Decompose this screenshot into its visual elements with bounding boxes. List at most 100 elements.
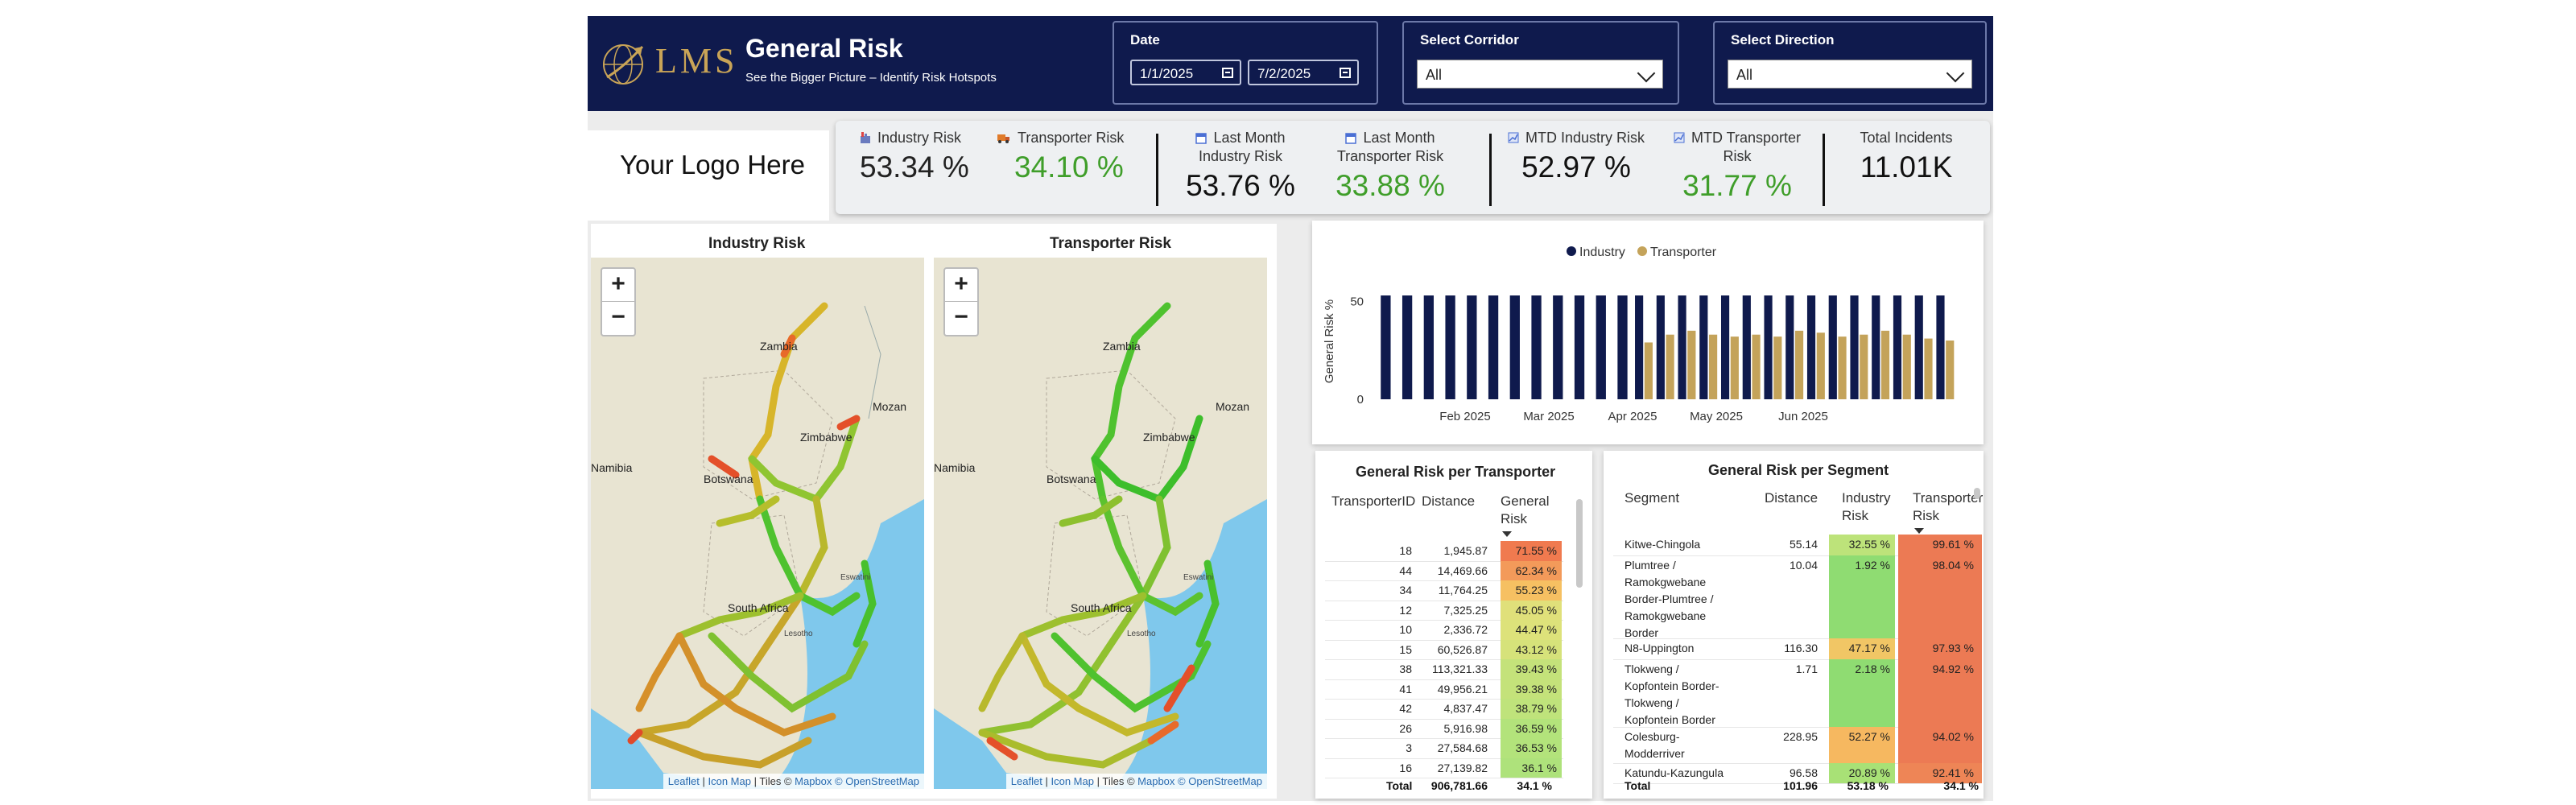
kpi-value: 33.88 % [1335,169,1445,202]
calendar-icon[interactable] [1222,68,1233,78]
col-header-distance[interactable]: Distance [1765,490,1818,506]
date-from-value: 1/1/2025 [1140,66,1194,81]
table-row[interactable]: N8-Uppington 116.30 47.17 % 97.93 % [1613,638,1982,660]
cell-segment: N8-Uppington [1624,640,1761,657]
date-to-input[interactable]: 7/2/2025 [1248,60,1359,85]
segment-name-line: Border [1624,625,1659,639]
map-label-south-africa: South Africa [728,601,789,614]
table-row[interactable]: 41 49,956.21 39.38 % [1325,679,1563,700]
segment-name-line: Border-Plumtree / [1624,592,1714,605]
zoom-out-button[interactable]: − [954,303,968,330]
table-row[interactable]: Plumtree / Ramokgwebane Border-Plumtree / R… [1613,555,1982,639]
kpi-divider [1823,134,1825,206]
bar-transporter [1644,342,1653,399]
kpi-value: 11.01K [1860,151,1953,184]
kpi-label: Transporter Risk [997,129,1141,147]
cell-industry-risk: 47.17 % [1829,638,1895,659]
col-header-industry-risk[interactable]: Industry Risk [1842,490,1891,523]
corridor-select[interactable]: All [1417,60,1663,89]
zoom-out-button[interactable]: − [611,303,625,330]
openstreetmap-link[interactable]: © OpenStreetMap [835,775,919,787]
segment-name-line: Tlokweng / [1624,662,1679,675]
leaflet-link[interactable]: Leaflet [667,775,700,787]
bar-industry [1423,295,1435,399]
kpi-label: Last Month Industry Risk [1170,129,1311,166]
table-row[interactable]: Kitwe-Chingola 55.14 32.55 % 99.61 % [1613,535,1982,556]
bar-industry [1893,295,1902,399]
map-label-zambia: Zambia [1103,340,1141,353]
table-row[interactable]: 15 60,526.87 43.12 % [1325,639,1563,660]
cell-transporter-id: 16 [1399,761,1412,774]
cell-industry-risk: 20.89 % [1829,762,1895,783]
kpi-divider [1156,134,1158,206]
cell-distance: 27,584.68 [1437,741,1488,754]
map-attribution: Leaflet | Icon Map | Tiles © Mapbox © Op… [663,774,924,789]
segment-name-line: Kopfontein Border- [1624,679,1719,692]
mapbox-link[interactable]: Mapbox [795,775,832,787]
mapbox-link[interactable]: Mapbox [1137,775,1175,787]
segment-name-line: Ramokgwebane [1624,575,1707,588]
x-tick-label: Mar 2025 [1523,410,1574,423]
col-header-general-risk[interactable]: General Risk [1501,493,1550,526]
cell-transporter-id: 15 [1399,642,1412,656]
table-row[interactable]: 3 27,584.68 36.53 % [1325,738,1563,759]
table-row[interactable]: 18 1,945.87 71.55 % [1325,541,1563,562]
cell-distance: 5,916.98 [1443,721,1488,735]
transporter-map-canvas[interactable]: Zambia Zimbabwe Botswana Namibia Mozan S… [934,258,1267,789]
table-row[interactable]: 34 11,764.25 55.23 % [1325,580,1563,601]
cell-distance: 49,956.21 [1437,682,1488,696]
cell-general-risk: 44.47 % [1501,620,1562,640]
bar-industry [1720,295,1730,399]
map-label-zimbabwe: Zimbabwe [1143,431,1195,444]
date-from-input[interactable]: 1/1/2025 [1130,60,1241,85]
y-tick-label: 0 [1357,393,1364,407]
table-row[interactable]: 44 14,469.66 62.34 % [1325,560,1563,581]
table-scrollbar[interactable] [1974,488,1980,499]
bar-industry [1936,295,1945,399]
bar-industry [1742,295,1751,399]
table-scrollbar[interactable] [1576,499,1583,588]
table-row[interactable]: Tlokweng / Kopfontein Border- Tlokweng / Ko… [1613,658,1982,728]
bar-transporter [1794,330,1804,399]
col-header-transporter-id[interactable]: TransporterID [1331,493,1416,509]
iconmap-link[interactable]: Icon Map [708,775,751,787]
cell-distance: 14,469.66 [1437,564,1488,577]
sort-desc-icon[interactable] [1914,528,1924,534]
openstreetmap-link[interactable]: © OpenStreetMap [1178,775,1262,787]
bar-transporter [1687,330,1696,399]
kpi-industry-risk: Industry Risk 53.34 % [860,129,980,184]
zoom-in-button[interactable]: + [602,269,634,302]
iconmap-link[interactable]: Icon Map [1051,775,1094,787]
kpi-last-month-transporter-risk: Last Month Transporter Risk 33.88 % [1320,129,1460,203]
col-header-transporter-risk[interactable]: Transporter Risk [1913,490,1984,523]
transporter-risk-map[interactable]: Zambia Zimbabwe Botswana Namibia Mozan S… [934,258,1267,789]
bar-industry [1828,295,1837,399]
direction-select[interactable]: All [1728,60,1972,89]
calendar-icon[interactable] [1340,68,1351,78]
col-header-distance[interactable]: Distance [1422,493,1476,509]
logo-placeholder: Your Logo Here [588,130,829,221]
globe-arrow-logo-icon [603,44,644,85]
table-row[interactable]: 16 27,139.82 36.1 % [1325,758,1563,778]
cell-distance: 1.71 [1795,662,1818,675]
table-row[interactable]: 12 7,325.25 45.05 % [1325,600,1563,621]
bar-transporter [1902,334,1911,399]
table-row[interactable]: 26 5,916.98 36.59 % [1325,718,1563,739]
table-row[interactable]: Colesburg- Modderriver 228.95 52.27 % 94.02 … [1613,726,1982,764]
sort-desc-icon[interactable] [1502,531,1512,537]
table-row[interactable]: 38 113,321.33 39.43 % [1325,659,1563,680]
zoom-in-button[interactable]: + [945,269,977,302]
total-distance: 101.96 [1783,779,1818,792]
col-header-segment[interactable]: Segment [1624,490,1680,506]
map-label-namibia: Namibia [934,461,976,474]
industry-risk-map[interactable]: Zambia Zimbabwe Botswana Namibia Mozan S… [591,258,924,789]
y-tick-label: 50 [1350,295,1364,308]
table-row[interactable]: 10 2,336.72 44.47 % [1325,620,1563,641]
bar-industry [1699,295,1708,399]
segment-name-line: Katundu-Kazungula [1624,766,1724,779]
leaflet-link[interactable]: Leaflet [1010,775,1042,787]
table-row[interactable]: Katundu-Kazungula 96.58 20.89 % 92.41 % [1613,762,1982,784]
table-row[interactable]: 42 4,837.47 38.79 % [1325,699,1563,720]
bar-industry [1596,295,1606,399]
industry-map-canvas[interactable]: Zambia Zimbabwe Botswana Namibia Mozan S… [591,258,924,789]
